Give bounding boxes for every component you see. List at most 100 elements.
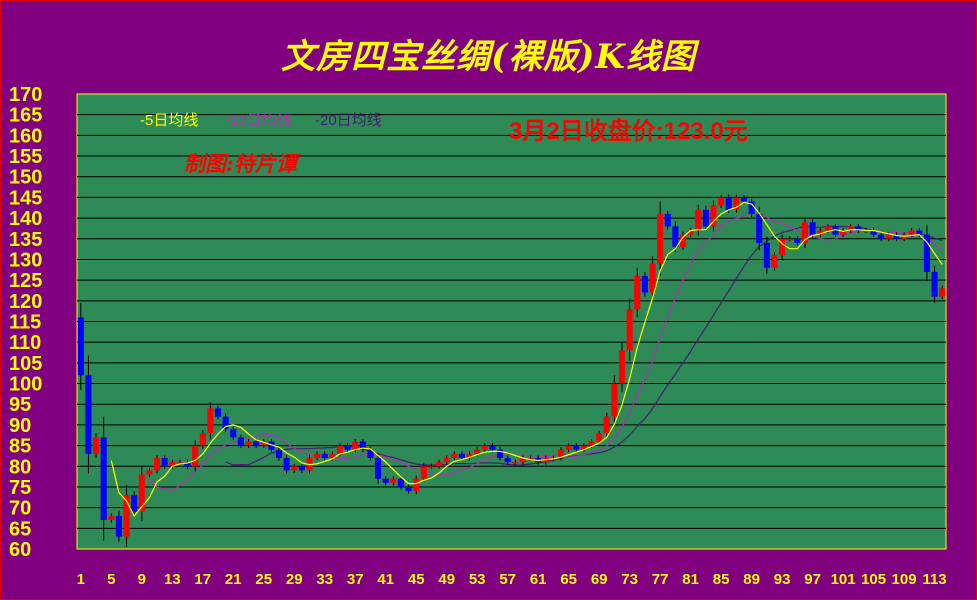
x-tick-label: 57 <box>499 571 516 588</box>
candle-body <box>710 205 717 227</box>
candle-body <box>817 230 824 235</box>
candle-body <box>641 276 648 293</box>
candle-body <box>176 462 183 464</box>
x-tick-label: 69 <box>591 571 608 588</box>
y-tick-label: 80 <box>9 456 31 478</box>
candle-body <box>283 458 290 471</box>
candle-body <box>184 462 191 467</box>
candle-body <box>146 470 153 475</box>
x-tick-label: 65 <box>560 571 577 588</box>
y-tick-label: 140 <box>9 208 42 230</box>
candle-body <box>375 458 382 479</box>
candle-body <box>679 234 687 248</box>
y-tick-label: 90 <box>9 415 31 437</box>
y-tick-label: 170 <box>9 84 42 106</box>
candle-body <box>131 495 138 512</box>
candle-body <box>657 213 664 264</box>
candle-body <box>870 230 877 235</box>
candle-body <box>908 230 915 235</box>
candle-body <box>153 458 161 471</box>
candle-body <box>557 449 565 458</box>
x-tick-label: 89 <box>743 571 760 588</box>
x-tick-label: 61 <box>530 571 547 588</box>
candle-body <box>428 466 435 468</box>
x-tick-label: 105 <box>861 571 886 588</box>
candle-body <box>809 222 816 235</box>
candle-body <box>923 234 930 272</box>
candle-body <box>687 230 694 235</box>
candle-body <box>161 458 168 467</box>
x-tick-label: 5 <box>107 571 115 588</box>
y-tick-label: 150 <box>9 167 42 189</box>
candle-body <box>115 515 122 537</box>
candle-body <box>840 230 847 235</box>
candle-body <box>580 445 587 450</box>
y-tick-label: 60 <box>9 539 31 561</box>
candle-body <box>771 255 778 268</box>
candle-body <box>314 453 321 458</box>
candle-body <box>519 458 526 463</box>
candle-body <box>847 226 854 231</box>
candle-body <box>756 213 763 243</box>
candle-body <box>230 429 237 438</box>
candle-body <box>344 445 351 450</box>
candle-body <box>779 238 786 256</box>
x-tick-label: 53 <box>469 571 486 588</box>
candle-body <box>824 226 831 231</box>
candle-body <box>466 453 473 458</box>
legend-ma20: -20日均线 <box>315 112 382 129</box>
candle-body <box>649 263 656 293</box>
candle-body <box>321 453 328 458</box>
candle-body <box>93 437 100 454</box>
y-tick-label: 130 <box>9 249 42 271</box>
candle-body <box>916 230 923 235</box>
y-tick-label: 110 <box>9 332 41 354</box>
x-tick-label: 113 <box>922 571 946 588</box>
candle-body <box>352 441 359 450</box>
candle-body <box>123 495 130 537</box>
candle-body <box>748 201 755 214</box>
candle-body <box>695 209 702 231</box>
candle-body <box>481 445 488 450</box>
ma5-line <box>110 201 943 517</box>
x-tick-label: 73 <box>621 571 638 588</box>
candle-body <box>390 478 397 483</box>
candle-body <box>108 515 115 521</box>
candle-body <box>794 238 801 243</box>
candle-body <box>436 462 443 467</box>
y-tick-label: 155 <box>9 146 42 168</box>
candle-body <box>420 466 427 479</box>
author-label: 制图:特片谭 <box>184 151 301 176</box>
candle-body <box>382 478 389 483</box>
candle-body <box>527 458 534 460</box>
x-tick-label: 21 <box>225 571 242 588</box>
candle-body <box>786 238 793 241</box>
legend-ma10: -10日均线 <box>225 112 292 129</box>
x-tick-label: 41 <box>377 571 394 588</box>
candle-body <box>359 441 366 450</box>
y-tick-label: 115 <box>9 312 41 334</box>
y-tick-label: 95 <box>9 394 31 416</box>
candle-body <box>253 441 260 446</box>
candle-body <box>192 445 199 467</box>
candle-body <box>291 466 298 471</box>
x-tick-label: 85 <box>713 571 730 588</box>
x-tick-label: 9 <box>138 571 146 588</box>
candle-body <box>329 453 336 458</box>
candle-body <box>718 197 725 206</box>
candle-body <box>611 383 618 417</box>
x-tick-label: 97 <box>804 571 821 588</box>
candle-body <box>931 271 938 297</box>
chart-title: 文房四宝丝绸(裸版)K线图 <box>281 37 696 77</box>
candle-body <box>939 288 946 297</box>
candle-body <box>885 234 892 239</box>
y-tick-label: 165 <box>9 105 42 127</box>
candle-body <box>664 213 671 227</box>
candle-body <box>733 197 740 210</box>
candle-body <box>397 478 405 487</box>
candle-body <box>893 234 900 239</box>
candle-body <box>207 408 214 434</box>
y-tick-label: 145 <box>9 187 42 209</box>
candle-body <box>237 437 244 446</box>
